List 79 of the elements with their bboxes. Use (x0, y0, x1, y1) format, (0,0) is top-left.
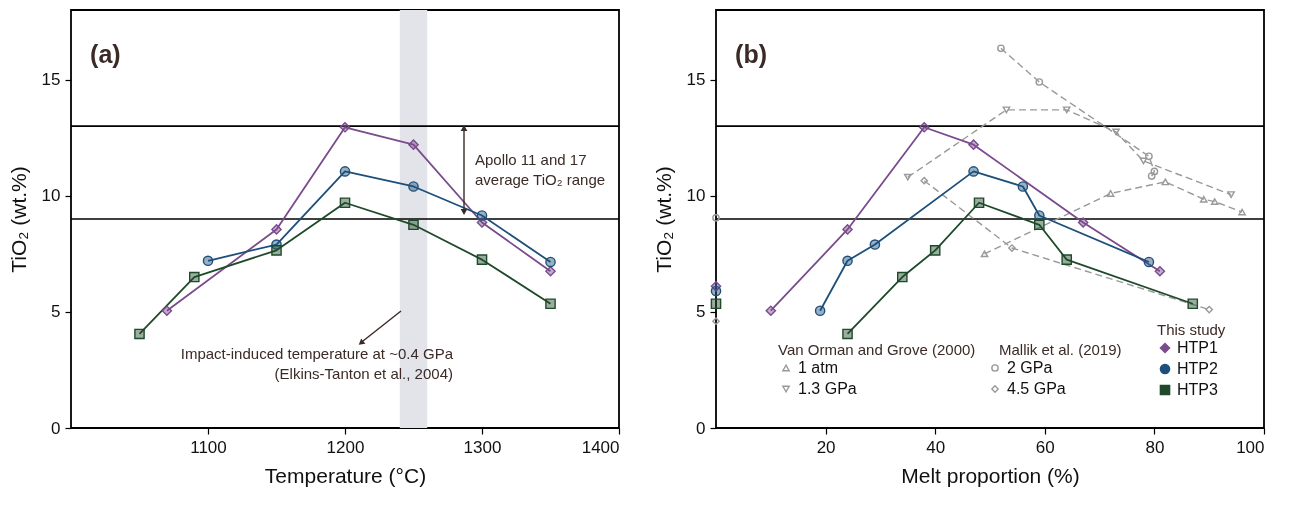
point (1143, 256, 1155, 268)
point (1210, 198, 1219, 206)
legend-label: 2 GPa (1007, 359, 1053, 376)
point (1145, 152, 1153, 161)
y-axis-title: TiO₂ (wt.%) (6, 166, 30, 273)
point (1008, 244, 1016, 252)
x-tick-label: 100 (1236, 437, 1265, 457)
point (1106, 190, 1115, 197)
point (1238, 208, 1246, 216)
y-tick-label: 15 (686, 70, 706, 90)
y-tick-label: 10 (686, 186, 706, 206)
point (1062, 106, 1071, 114)
point (1061, 254, 1073, 265)
point (1112, 128, 1120, 136)
point (980, 250, 989, 258)
x-axis-title: Temperature (°C) (264, 463, 427, 487)
x-tick-label: 1200 (326, 437, 365, 457)
point (765, 305, 777, 317)
point (869, 239, 881, 250)
point (1002, 106, 1011, 114)
point (1034, 210, 1045, 221)
y-tick-label: 15 (41, 70, 61, 90)
point (842, 224, 853, 235)
x-tick-label: 60 (1035, 437, 1055, 457)
x-tick-label: 1400 (581, 437, 620, 457)
y-tick-label: 0 (696, 418, 706, 438)
y-tick-label: 10 (41, 186, 61, 206)
point (997, 44, 1005, 53)
point (897, 271, 908, 283)
point (1150, 167, 1159, 176)
x-tick-label: 1300 (463, 437, 502, 457)
point (710, 298, 722, 310)
x-tick-label: 80 (1145, 437, 1165, 457)
y-tick-label: 5 (51, 302, 61, 322)
legend-label: 1.3 GPa (798, 380, 857, 397)
point (968, 139, 979, 150)
annotation: Van Orman and Grove (2000) (778, 341, 976, 358)
annotation: Apollo 11 and 17 average TiO₂ range (475, 151, 606, 188)
annotation: Mallik et al. (2019) (999, 341, 1122, 358)
point (929, 245, 941, 256)
point (968, 166, 979, 177)
point (973, 197, 985, 209)
point (1227, 191, 1235, 199)
point (1147, 172, 1156, 180)
y-tick-label: 0 (51, 418, 61, 438)
point (920, 176, 929, 185)
text: (b) (735, 40, 768, 68)
x-axis-title: Melt proportion (%) (901, 463, 1080, 487)
annotation: Impact-induced temperature at ~0.4 GPa (Elkins-Tanton et al., 2004) (180, 345, 454, 382)
point (814, 305, 826, 317)
point (1199, 195, 1208, 203)
point (1017, 181, 1029, 192)
y-axis-title: TiO₂ (wt.%) (651, 166, 675, 273)
point (712, 213, 720, 222)
legend-label: HTP1 (1177, 339, 1218, 356)
point (903, 173, 912, 181)
point (1187, 298, 1199, 310)
point (842, 328, 853, 340)
point (1139, 157, 1148, 165)
annotation: This study (1157, 321, 1226, 338)
x-tick-label: 20 (816, 437, 836, 457)
point (918, 121, 930, 133)
x-tick-label: 40 (926, 437, 946, 457)
text: (a) (90, 40, 121, 68)
point (1205, 305, 1214, 314)
point (1154, 265, 1166, 277)
legend-label: 1 atm (798, 359, 839, 376)
x-tick-label: 1100 (190, 437, 227, 457)
legend-label: HTP2 (1177, 360, 1218, 377)
legend-label: 4.5 GPa (1007, 380, 1066, 397)
point (710, 285, 722, 297)
point (1034, 219, 1045, 231)
legend-label: HTP3 (1177, 381, 1218, 398)
point (1161, 178, 1170, 186)
y-tick-label: 5 (696, 302, 706, 322)
point (1035, 78, 1044, 86)
point (712, 317, 720, 326)
point (842, 255, 853, 267)
point (1077, 217, 1089, 228)
